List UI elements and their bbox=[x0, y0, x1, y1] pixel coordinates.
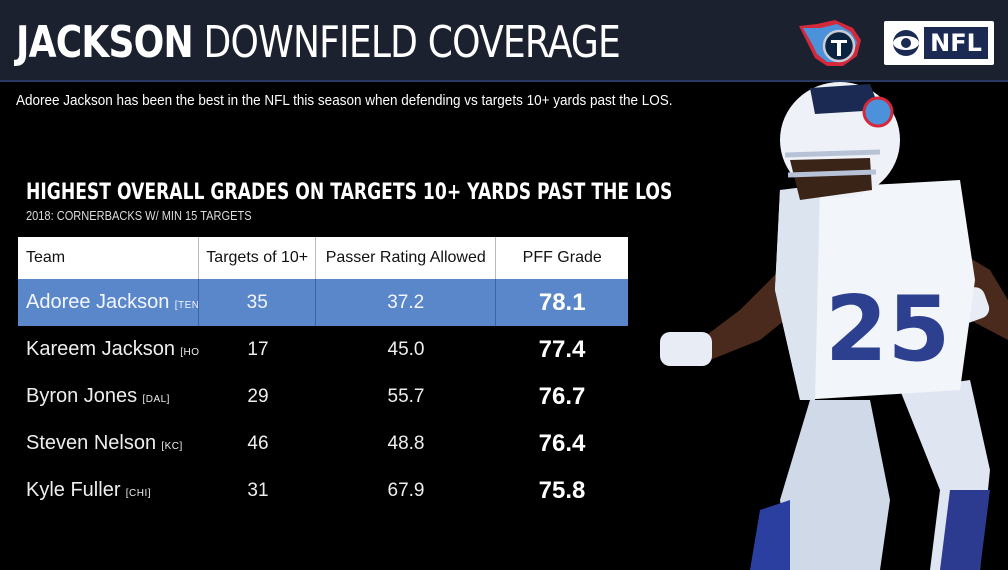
grades-table: Team Targets of 10+ Passer Rating Allowe… bbox=[18, 237, 628, 514]
team-abbr: [CHI] bbox=[125, 488, 152, 499]
table-row: Kyle Fuller [CHI] 31 67.9 75.8 bbox=[18, 467, 628, 514]
player-photo: 25 bbox=[660, 82, 1008, 570]
targets-value: 31 bbox=[247, 480, 269, 501]
player-name: Kareem Jackson bbox=[26, 338, 175, 360]
player-name: Adoree Jackson bbox=[26, 291, 170, 313]
table-row: Kareem Jackson [HOU] 17 45.0 77.4 bbox=[18, 326, 628, 373]
grade-value: 76.4 bbox=[538, 430, 586, 457]
table-subtitle: 2018: CORNERBACKS W/ MIN 15 TARGETS bbox=[26, 208, 252, 223]
nfl-logo-text: NFL bbox=[924, 27, 988, 59]
targets-value: 46 bbox=[247, 433, 269, 454]
rating-value: 55.7 bbox=[387, 386, 425, 407]
grade-value: 78.1 bbox=[538, 289, 586, 316]
team-abbr: [TEN] bbox=[174, 300, 200, 311]
targets-value: 29 bbox=[247, 386, 269, 407]
rating-value: 48.8 bbox=[387, 433, 425, 454]
team-abbr: [DAL] bbox=[142, 394, 170, 405]
cbs-nfl-logo: NFL bbox=[884, 21, 994, 65]
table-row: Steven Nelson [KC] 46 48.8 76.4 bbox=[18, 420, 628, 467]
table-header: Team Targets of 10+ Passer Rating Allowe… bbox=[18, 237, 628, 279]
targets-value: 35 bbox=[199, 279, 317, 326]
team-abbr: [KC] bbox=[161, 441, 183, 452]
team-abbr: [HOU] bbox=[180, 347, 200, 358]
grade-value: 76.7 bbox=[538, 383, 586, 410]
table-title: HIGHEST OVERALL GRADES ON TARGETS 10+ YA… bbox=[26, 180, 673, 205]
page-title: JACKSON DOWNFIELD COVERAGE bbox=[16, 17, 621, 68]
table-row: Byron Jones [DAL] 29 55.7 76.7 bbox=[18, 373, 628, 420]
rating-value: 37.2 bbox=[316, 279, 497, 326]
player-name: Steven Nelson bbox=[26, 432, 157, 454]
header-passer-rating: Passer Rating Allowed bbox=[316, 237, 497, 279]
table-row: Adoree Jackson [TEN] 35 37.2 78.1 bbox=[18, 279, 628, 326]
cbs-eye-icon bbox=[893, 30, 919, 56]
targets-value: 17 bbox=[247, 339, 269, 360]
grade-value: 75.8 bbox=[538, 477, 586, 504]
rating-value: 45.0 bbox=[387, 339, 425, 360]
rating-value: 67.9 bbox=[387, 480, 425, 501]
header-pff-grade: PFF Grade bbox=[522, 249, 602, 266]
title-bold: JACKSON bbox=[16, 17, 194, 68]
jersey-number: 25 bbox=[825, 277, 950, 382]
header-team: Team bbox=[18, 237, 200, 279]
titans-logo-icon bbox=[799, 20, 861, 66]
header-bar: JACKSON DOWNFIELD COVERAGE NFL bbox=[0, 0, 1008, 82]
player-name: Kyle Fuller bbox=[26, 479, 121, 501]
title-light: DOWNFIELD COVERAGE bbox=[203, 17, 621, 68]
player-name: Byron Jones bbox=[26, 385, 138, 407]
header-targets: Targets of 10+ bbox=[199, 237, 317, 279]
subtitle: Adoree Jackson has been the best in the … bbox=[16, 92, 673, 109]
grade-value: 77.4 bbox=[538, 336, 586, 363]
